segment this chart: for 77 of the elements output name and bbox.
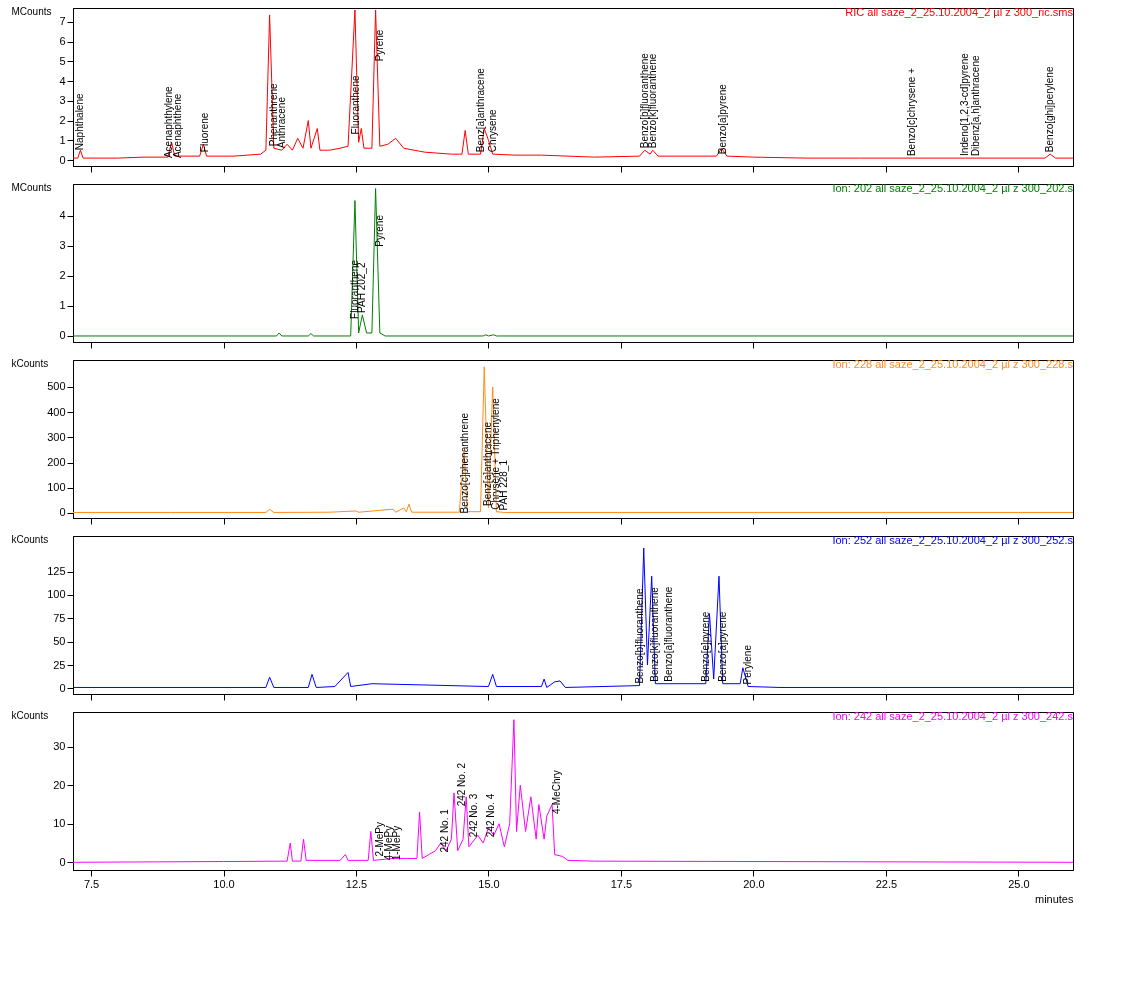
annotation: Benzo[ghi]perylene	[1044, 66, 1056, 153]
annotation: Acenaphthylene	[162, 85, 174, 159]
annotation: Benzo[b]fluoranthene	[633, 588, 645, 684]
annotation: Fluoranthene	[349, 75, 361, 135]
y-tick-label: 2	[59, 114, 66, 127]
annotation: Benzo[c]phenanthrene	[458, 412, 470, 514]
y-tick-label: 0	[59, 329, 66, 342]
y-tick-label: 200	[47, 456, 66, 469]
x-tick-label: 20.0	[743, 877, 765, 890]
x-tick-label: 22.5	[875, 877, 898, 890]
y-tick-label: 10	[53, 817, 66, 830]
y-axis-title: kCounts	[11, 709, 49, 721]
annotation: Benzo[k]fluoranthene	[649, 586, 661, 682]
y-tick-label: 5	[59, 54, 66, 67]
x-tick-label: 15.0	[478, 877, 500, 890]
y-tick-label: 1	[59, 133, 66, 146]
y-tick-label: 0	[59, 855, 66, 868]
y-tick-label: 300	[47, 430, 66, 443]
line-series	[73, 9, 1073, 159]
y-axis-title: MCounts	[11, 5, 52, 17]
annotation: 242 No. 2	[455, 762, 467, 807]
annotation: Benz[a]anthracene	[482, 421, 494, 506]
chart-title: Ion: 202 all saze_2_25.10.2004_2 µl z 300_202.s	[832, 182, 1074, 194]
annotation: Benzo[b]fluoranthene	[638, 52, 650, 149]
line-series	[73, 547, 1073, 688]
y-tick-label: 50	[53, 635, 66, 648]
y-tick-label: 7	[59, 15, 66, 28]
annotation: Pyrene	[373, 29, 385, 62]
annotation: Benzo[e]pyrene	[699, 611, 711, 682]
y-tick-label: 3	[59, 239, 66, 252]
y-tick-label: 125	[47, 565, 66, 578]
annotation: Naphthalene	[74, 93, 86, 151]
chart-title: Ion: 228 all saze_2_25.10.2004_2 µl z 300_228.s	[832, 358, 1074, 370]
annotation: Benz[a]anthracene	[474, 67, 486, 153]
y-tick-label: 0	[59, 506, 66, 519]
y-tick-label: 400	[47, 405, 66, 418]
y-tick-label: 1	[59, 299, 66, 312]
annotation: Pyrene	[373, 214, 385, 247]
chart-title: Ion: 242 all saze_2_25.10.2004_2 µl z 300_242.s	[832, 710, 1074, 722]
x-tick-label: 25.0	[1008, 877, 1030, 890]
annotation: 242 No. 1	[439, 808, 451, 853]
annotation: Benzo[a]fluoranthene	[662, 586, 674, 682]
annotation: Dibenz[a,h]anthracene	[970, 55, 982, 157]
y-tick-label: 100	[47, 481, 66, 494]
annotation: Chrysene	[486, 108, 498, 153]
annotation: Benzo[a]pyrene	[716, 83, 728, 155]
annotation: Perylene	[742, 644, 754, 685]
chart-title: Ion: 252 all saze_2_25.10.2004_2 µl z 300_252.s	[832, 534, 1074, 546]
x-axis-title: minutes	[1034, 892, 1074, 905]
y-axis-title: kCounts	[11, 357, 49, 369]
y-tick-label: 4	[59, 74, 66, 87]
annotation: 242 No. 3	[467, 793, 479, 838]
y-axis-title: MCounts	[11, 181, 52, 193]
y-tick-label: 20	[53, 778, 66, 791]
annotation: Fluorene	[199, 112, 211, 153]
y-tick-label: 2	[59, 269, 66, 282]
y-axis-title: kCounts	[11, 533, 49, 545]
x-tick-label: 10.0	[213, 877, 235, 890]
y-tick-label: 6	[59, 35, 66, 48]
annotation: 242 No. 4	[485, 793, 497, 838]
annotation: Benzo[c]chrysene +	[906, 67, 918, 157]
y-tick-label: 100	[47, 588, 66, 601]
y-tick-label: 3	[59, 94, 66, 107]
chart-title: RIC all saze_2_25.10.2004_2 µl z 300_ric.sms	[845, 6, 1074, 18]
y-tick-label: 0	[59, 681, 66, 694]
x-tick-label: 17.5	[610, 877, 633, 890]
annotation: Indeno[1,2,3-cd]pyrene	[959, 52, 971, 157]
y-tick-label: 0	[59, 153, 66, 166]
y-tick-label: 4	[59, 209, 66, 222]
y-tick-label: 30	[53, 740, 66, 753]
y-tick-label: 500	[47, 380, 66, 393]
x-tick-label: 12.5	[345, 877, 368, 890]
annotation: Benzo[a]pyrene	[716, 611, 728, 682]
y-tick-label: 75	[53, 611, 66, 624]
y-tick-label: 25	[53, 658, 66, 671]
annotation: 4-MeChry	[551, 770, 563, 815]
x-tick-label: 7.5	[83, 877, 100, 890]
